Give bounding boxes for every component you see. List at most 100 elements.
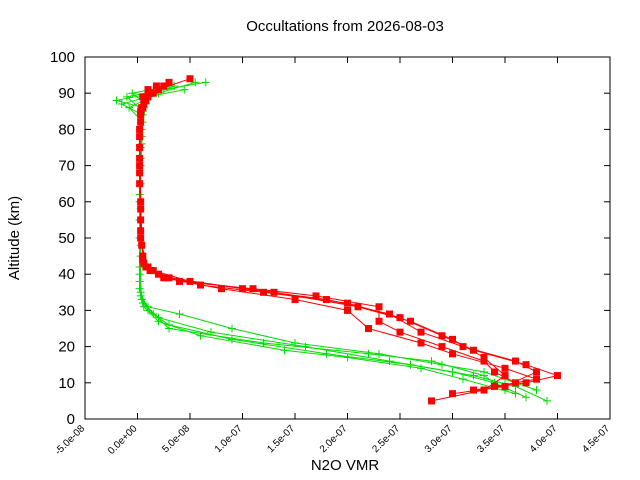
- profile-line: [131, 85, 506, 391]
- series-red-square: [136, 75, 561, 405]
- data-point-square: [428, 397, 435, 405]
- data-point-square: [344, 299, 351, 307]
- y-tick-label: 90: [58, 85, 75, 102]
- data-point-square: [449, 350, 456, 358]
- data-point-square: [165, 78, 173, 86]
- data-point-square: [344, 306, 351, 314]
- data-point-square: [522, 379, 530, 387]
- x-tick-label: 0.0e+00: [106, 423, 140, 457]
- data-point-square: [438, 343, 446, 351]
- data-point-square: [480, 353, 488, 361]
- data-point-square: [533, 375, 540, 383]
- profile-line: [128, 81, 537, 391]
- data-point-square: [140, 100, 148, 108]
- x-tick-label: 4.0e-07: [528, 423, 560, 455]
- data-point-square: [417, 339, 425, 347]
- data-point-plus: [165, 324, 173, 333]
- data-point-square: [144, 86, 152, 94]
- data-point-square: [312, 292, 320, 300]
- profile-line: [139, 85, 537, 387]
- profile-line: [120, 89, 516, 395]
- data-point-plus: [480, 367, 488, 376]
- data-point-square: [480, 386, 488, 394]
- data-point-square: [146, 267, 154, 275]
- data-point-square: [480, 357, 488, 365]
- plot-layer: [112, 75, 561, 405]
- data-point-square: [501, 364, 509, 372]
- data-point-square: [137, 107, 145, 115]
- data-point-square: [407, 317, 414, 325]
- data-point-square: [239, 285, 246, 293]
- data-point-plus: [438, 360, 446, 369]
- data-point-plus: [459, 375, 467, 384]
- data-point-square: [176, 277, 183, 285]
- data-point-square: [470, 386, 477, 394]
- data-point-square: [365, 325, 372, 332]
- data-point-plus: [543, 396, 551, 405]
- data-point-square: [386, 310, 393, 318]
- data-point-plus: [191, 78, 200, 87]
- x-tick-label: 3.0e-07: [423, 423, 455, 455]
- data-point-square: [136, 125, 144, 133]
- data-point-square: [142, 263, 150, 271]
- profile-line: [139, 89, 516, 384]
- data-point-square: [375, 317, 383, 325]
- data-point-square: [136, 133, 144, 141]
- x-tick-label: 3.5e-07: [475, 423, 507, 455]
- data-point-square: [137, 234, 145, 242]
- data-point-square: [139, 256, 147, 264]
- data-point-square: [522, 361, 530, 369]
- data-point-plus: [154, 317, 163, 326]
- data-point-plus: [417, 364, 425, 373]
- data-point-square: [512, 357, 519, 365]
- x-axis-title: N2O VMR: [311, 457, 380, 474]
- chart-title: Occultations from 2026-08-03: [246, 18, 444, 35]
- data-point-plus: [196, 331, 205, 340]
- data-point-square: [323, 296, 330, 304]
- data-point-square: [152, 82, 160, 90]
- data-point-square: [249, 285, 257, 293]
- data-point-plus: [343, 353, 352, 362]
- data-point-plus: [201, 78, 210, 87]
- data-point-plus: [322, 349, 331, 358]
- data-point-square: [396, 314, 404, 322]
- data-point-square: [218, 285, 225, 293]
- data-point-plus: [125, 103, 134, 112]
- data-point-square: [501, 372, 509, 380]
- data-point-square: [160, 274, 168, 282]
- data-point-square: [512, 379, 519, 387]
- y-tick-label: 70: [58, 158, 75, 175]
- data-point-plus: [228, 324, 236, 333]
- data-point-plus: [180, 85, 189, 94]
- data-point-plus: [280, 346, 289, 355]
- data-point-square: [438, 332, 446, 340]
- data-point-square: [291, 296, 299, 304]
- data-point-plus: [112, 96, 121, 105]
- y-tick-label: 80: [58, 121, 75, 138]
- data-point-plus: [522, 393, 530, 402]
- y-tick-label: 60: [58, 194, 75, 211]
- data-point-square: [417, 328, 425, 336]
- data-point-plus: [291, 338, 299, 347]
- x-tick-label: 1.5e-07: [265, 423, 297, 455]
- data-point-plus: [364, 349, 373, 358]
- data-point-square: [396, 328, 404, 336]
- data-point-square: [140, 259, 148, 267]
- y-tick-label: 10: [58, 375, 75, 392]
- data-point-plus: [175, 310, 184, 319]
- data-point-plus: [117, 100, 126, 109]
- x-tick-label: 5.0e-08: [160, 423, 192, 455]
- y-axis-title: Altitude (km): [6, 196, 23, 280]
- y-tick-label: 50: [58, 230, 75, 247]
- profile-line: [139, 78, 538, 395]
- data-point-square: [449, 335, 456, 343]
- data-point-square: [491, 382, 498, 390]
- plot-frame: [84, 56, 611, 420]
- x-tick-label: 2.0e-07: [318, 423, 350, 455]
- data-point-plus: [135, 284, 144, 293]
- x-tick-label: 4.5e-07: [580, 423, 612, 455]
- data-point-square: [554, 372, 561, 380]
- data-point-plus: [135, 270, 144, 279]
- data-point-plus: [427, 357, 436, 366]
